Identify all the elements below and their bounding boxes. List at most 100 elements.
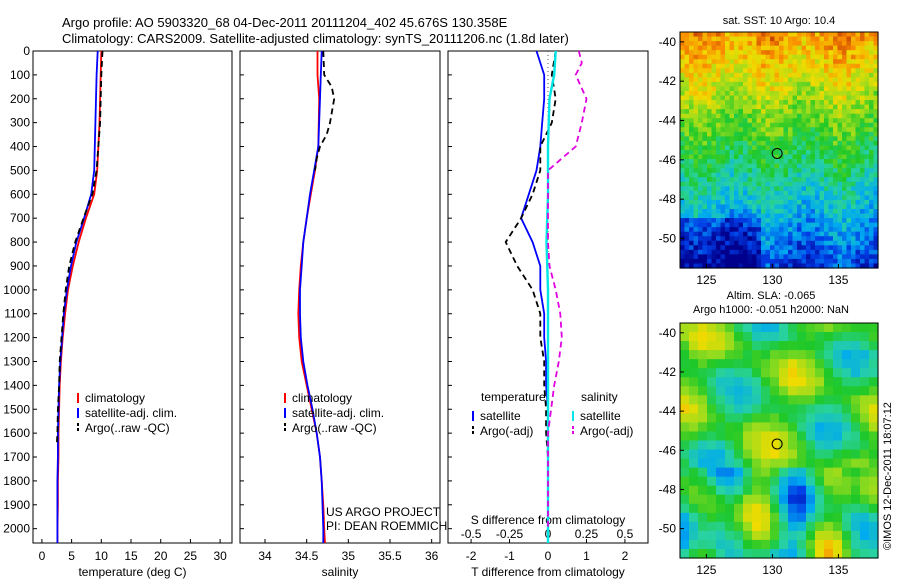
map-cell xyxy=(783,231,789,237)
map-cell xyxy=(689,404,699,414)
map-cell xyxy=(783,45,789,51)
map-cell xyxy=(729,195,735,201)
map-cell xyxy=(779,377,789,387)
map-cell xyxy=(720,59,726,65)
map-cell xyxy=(693,222,699,228)
map-cell xyxy=(770,494,780,505)
map-cell xyxy=(788,45,794,51)
map-cell xyxy=(783,113,789,119)
map-cell xyxy=(792,204,798,210)
map-cell xyxy=(819,36,825,42)
map-cell xyxy=(738,240,744,246)
map-cell xyxy=(806,422,816,433)
map-cell xyxy=(743,377,753,387)
map-cell xyxy=(806,449,816,460)
map-cell xyxy=(765,32,771,38)
map-cell xyxy=(833,209,839,215)
map-cell xyxy=(869,91,875,97)
map-cell xyxy=(779,341,789,351)
map-cell xyxy=(698,395,708,405)
map-cell xyxy=(833,494,843,505)
map-cell xyxy=(702,258,708,265)
map-cell xyxy=(747,172,753,178)
map-cell xyxy=(747,240,753,246)
map-cell xyxy=(788,476,798,487)
map-cell xyxy=(698,100,704,106)
map-cell xyxy=(716,254,722,260)
map-y-tick-label: -42 xyxy=(659,74,677,88)
x-tick-label: 15 xyxy=(124,549,138,563)
map-cell xyxy=(711,245,717,251)
map-cell xyxy=(864,41,870,47)
map-cell xyxy=(738,245,744,251)
map-cell xyxy=(743,86,749,92)
map-cell xyxy=(806,95,812,101)
map-cell xyxy=(824,431,834,442)
map-cell xyxy=(716,323,726,333)
map-cell xyxy=(738,127,744,133)
map-cell xyxy=(747,177,753,183)
map-cell xyxy=(716,227,722,233)
map-cell xyxy=(752,236,758,242)
map-cell xyxy=(698,539,708,550)
map-cell xyxy=(824,195,830,201)
map-cell xyxy=(806,548,816,559)
map-cell xyxy=(698,81,704,88)
map-cell xyxy=(851,177,857,183)
map-cell xyxy=(725,72,731,78)
map-cell xyxy=(765,190,771,196)
map-cell xyxy=(864,45,870,51)
map-cell xyxy=(810,190,816,196)
map-cell xyxy=(693,122,699,128)
map-cell xyxy=(860,539,870,550)
map-cell xyxy=(815,204,821,210)
map-cell xyxy=(819,41,825,47)
map-cell xyxy=(747,136,753,142)
map-cell xyxy=(698,150,704,156)
map-cell xyxy=(702,41,708,47)
map-cell xyxy=(684,240,690,246)
map-cell xyxy=(779,422,789,433)
map-cell xyxy=(770,186,776,192)
map-cell xyxy=(743,231,749,237)
map-cell xyxy=(747,159,753,165)
map-cell xyxy=(815,254,821,260)
map-cell xyxy=(716,63,722,69)
map-cell xyxy=(734,485,744,496)
map-cell xyxy=(873,218,879,224)
map-cell xyxy=(797,503,807,514)
map-cell xyxy=(788,236,794,242)
map-cell xyxy=(819,249,825,255)
map-cell xyxy=(752,395,762,405)
map-cell xyxy=(869,50,875,56)
map-cell xyxy=(864,54,870,60)
map-cell xyxy=(698,86,704,92)
map-cell xyxy=(828,195,834,201)
map-cell xyxy=(707,36,713,42)
map-cell xyxy=(842,512,852,523)
map-cell xyxy=(770,204,776,210)
series-line-3 xyxy=(55,50,104,446)
map-cell xyxy=(729,104,735,110)
map-cell xyxy=(770,323,780,333)
map-cell xyxy=(756,100,762,106)
map-cell xyxy=(860,159,866,165)
map-cell xyxy=(801,100,807,106)
map-cell xyxy=(765,127,771,133)
map-cell xyxy=(689,240,695,246)
map-cell xyxy=(716,440,726,451)
map-cell xyxy=(707,227,713,233)
map-cell xyxy=(846,209,852,215)
map-cell xyxy=(869,68,875,74)
map-cell xyxy=(788,91,794,97)
map-cell xyxy=(833,422,843,433)
map-cell xyxy=(752,377,762,387)
map-cell xyxy=(698,190,704,196)
x-tick-label: 10 xyxy=(95,549,109,563)
map-cell xyxy=(815,258,821,265)
map-cell xyxy=(711,63,717,69)
map-cell xyxy=(680,240,686,246)
map-x-tick-label: 135 xyxy=(828,563,848,577)
map-cell xyxy=(788,86,794,92)
map-cell xyxy=(756,258,762,265)
